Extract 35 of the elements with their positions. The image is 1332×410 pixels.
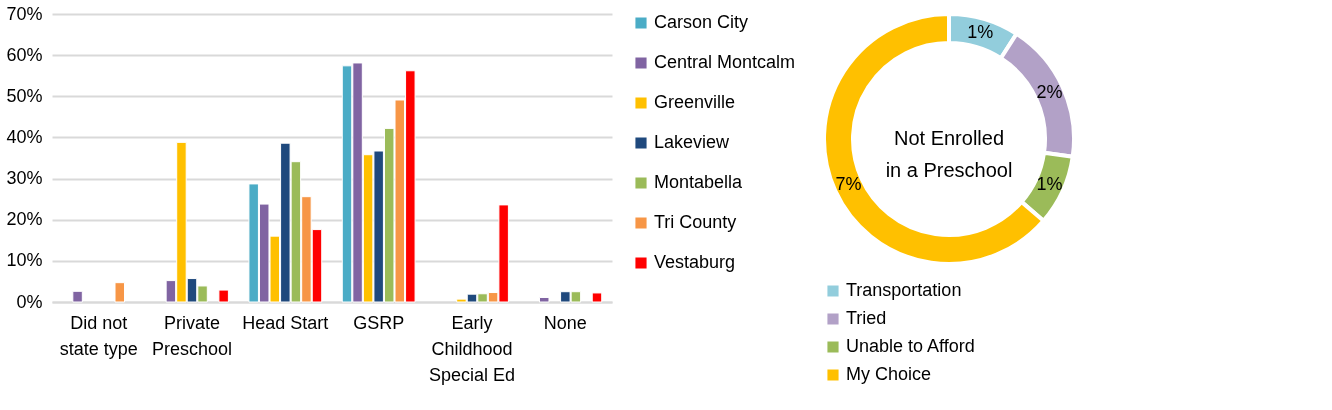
x-tick-label: Early Childhood Special Ed <box>428 312 516 385</box>
y-tick-label: 10% <box>6 250 43 271</box>
y-tick-label: 0% <box>16 291 43 312</box>
legend-label: Montabella <box>654 172 744 192</box>
legend-label: Greenville <box>654 92 736 112</box>
data-label: 1% <box>1036 173 1063 194</box>
data-label: 1% <box>967 21 994 42</box>
x-tick-label: Head Start <box>242 312 329 333</box>
data-label: 7% <box>835 173 862 194</box>
x-tick-label: GSRP <box>353 312 405 333</box>
y-tick-label: 70% <box>6 3 43 24</box>
y-tick-label: 30% <box>6 168 43 189</box>
legend-label: Central Montcalm <box>654 52 796 72</box>
legend-label: Vestaburg <box>654 252 736 272</box>
y-tick-label: 20% <box>6 209 43 230</box>
x-tick-label: None <box>543 312 587 333</box>
x-tick-label: Private Preschool <box>151 312 233 359</box>
bar <box>538 296 550 303</box>
legend-label: Unable to Afford <box>846 336 975 356</box>
bar <box>114 282 126 303</box>
x-tick-label: Did not state type <box>59 312 138 359</box>
y-tick-label: 50% <box>6 85 43 106</box>
bar <box>218 289 229 303</box>
legend-label: Tried <box>846 308 887 328</box>
y-tick-label: 40% <box>6 126 43 147</box>
bar <box>72 290 83 303</box>
text: Not Enrolled in a Preschool <box>885 127 1013 181</box>
y-tick-label: 60% <box>6 44 43 65</box>
legend-label: Transportation <box>846 280 962 300</box>
legend-label: Tri County <box>654 212 737 232</box>
legend-label: My Choice <box>846 364 932 384</box>
bar <box>591 292 603 303</box>
data-label: 2% <box>1036 82 1063 103</box>
legend-label: Lakeview <box>654 132 731 152</box>
legend-label: Carson City <box>654 12 749 32</box>
